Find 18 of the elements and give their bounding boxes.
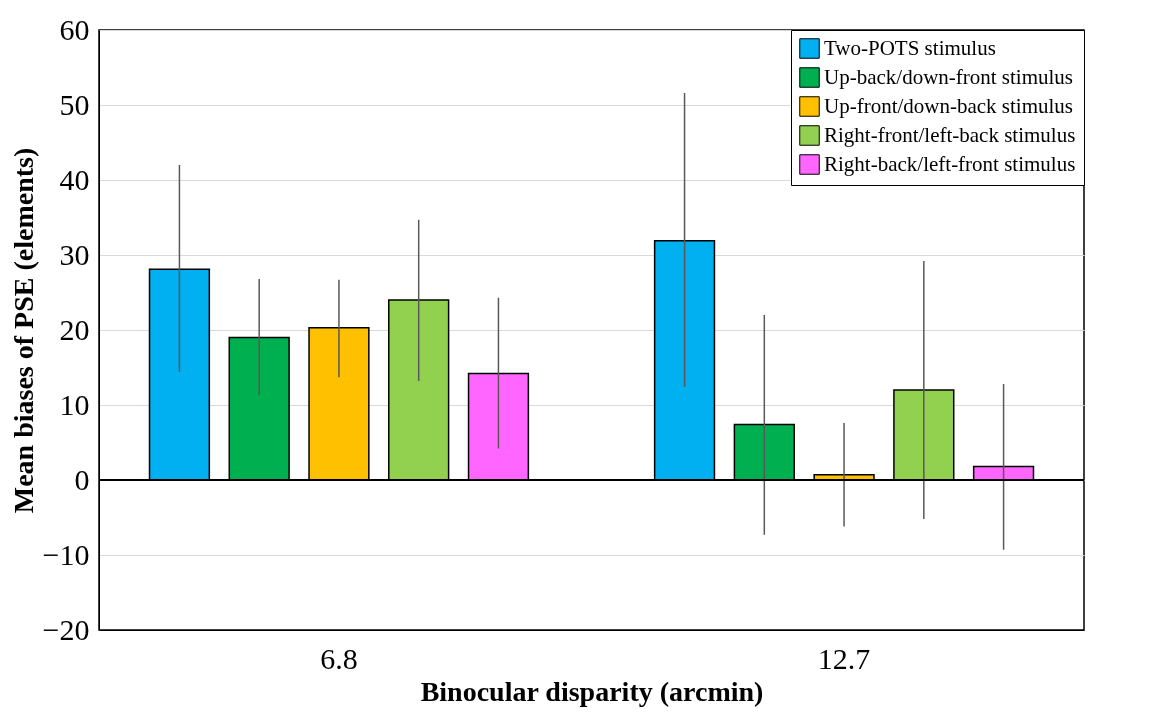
legend-label: Right-front/left-back stimulus	[824, 122, 1076, 147]
y-tick-label: −10	[42, 537, 90, 571]
x-axis-title: Binocular disparity (arcmin)	[420, 675, 764, 707]
legend-label: Two-POTS stimulus	[824, 35, 996, 60]
legend-label: Right-back/left-front stimulus	[824, 151, 1076, 176]
y-tick-label: 0	[74, 462, 90, 496]
y-axis-title: Mean biases of PSE (elements)	[7, 147, 39, 514]
x-tick-label: 6.8	[320, 641, 358, 675]
y-tick-label: 10	[59, 387, 90, 421]
y-tick-label: 30	[59, 237, 90, 271]
y-tick-label: 50	[59, 87, 90, 121]
x-tick-label: 12.7	[817, 641, 871, 675]
y-tick-label: 40	[59, 162, 90, 196]
y-tick-label: −20	[42, 612, 90, 646]
legend-label: Up-back/down-front stimulus	[824, 64, 1074, 89]
y-tick-label: 20	[59, 312, 90, 346]
y-tick-label: 60	[59, 12, 90, 46]
legend-label: Up-front/down-back stimulus	[824, 93, 1074, 118]
